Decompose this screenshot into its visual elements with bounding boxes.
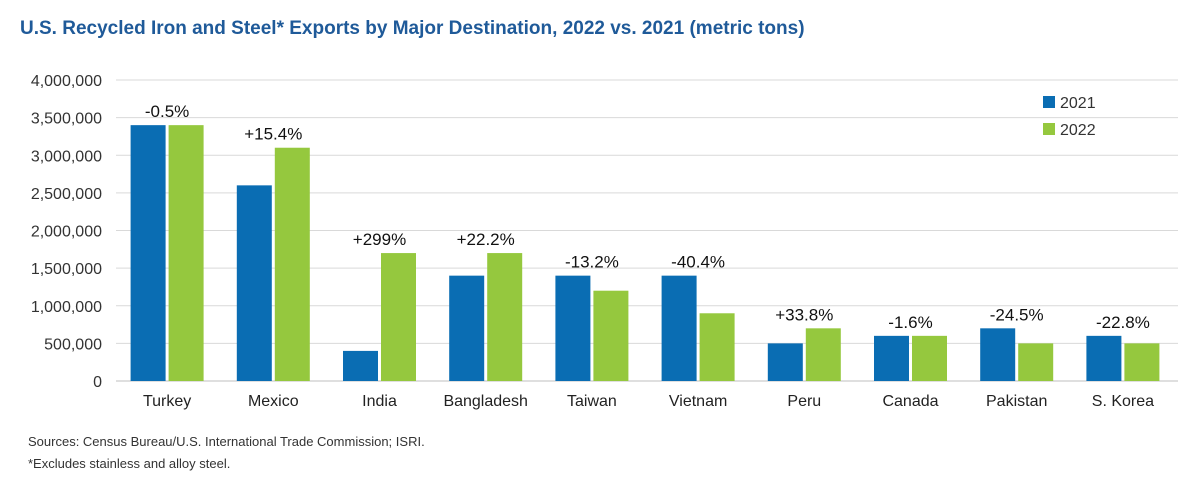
category-label: S. Korea xyxy=(1092,393,1154,410)
category-label: Taiwan xyxy=(567,393,617,410)
category-label: Canada xyxy=(882,393,938,410)
bar-2022-taiwan xyxy=(593,290,629,381)
bar-2021-vietnam xyxy=(661,275,697,381)
chart-title: U.S. Recycled Iron and Steel* Exports by… xyxy=(20,18,805,39)
x-axis-categories: Turkey Mexico India Bangladesh Taiwan Vietnam… xyxy=(143,393,1154,410)
bar-2022-canada xyxy=(912,335,947,381)
footnote: *Excludes stainless and alloy steel. xyxy=(28,456,231,471)
bar-2022-mexico xyxy=(274,147,310,381)
y-tick-label: 3,500,000 xyxy=(31,111,102,128)
change-label: -0.5% xyxy=(145,102,189,121)
bar-2021-canada xyxy=(874,335,909,381)
category-label: Peru xyxy=(787,393,821,410)
bar-2022-india xyxy=(381,253,416,381)
change-label: -13.2% xyxy=(565,253,619,272)
y-tick-label: 1,500,000 xyxy=(31,261,102,278)
change-label: -40.4% xyxy=(671,253,725,272)
change-label: -24.5% xyxy=(990,305,1044,324)
legend-label-2022: 2022 xyxy=(1060,122,1096,139)
y-tick-label: 3,000,000 xyxy=(31,148,102,165)
category-label: Bangladesh xyxy=(443,393,528,410)
bars xyxy=(130,125,1160,382)
bar-2021-india xyxy=(343,350,378,381)
category-label: India xyxy=(362,393,397,410)
change-label: +33.8% xyxy=(775,305,833,324)
bar-2022-s-korea xyxy=(1124,343,1160,381)
gridlines xyxy=(116,79,1178,382)
category-label: Turkey xyxy=(143,393,191,410)
y-tick-label: 4,000,000 xyxy=(31,73,102,90)
y-tick-label: 2,000,000 xyxy=(31,224,102,241)
bar-2021-s-korea xyxy=(1086,335,1122,381)
bar-2021-bangladesh xyxy=(449,275,485,381)
y-tick-label: 2,500,000 xyxy=(31,186,102,203)
bar-2021-pakistan xyxy=(980,328,1016,381)
legend-swatch-2022 xyxy=(1043,123,1055,135)
bar-2021-mexico xyxy=(236,185,272,381)
change-label: +22.2% xyxy=(457,230,515,249)
y-axis-ticks: 0 500,000 1,000,000 1,500,000 2,000,000 2,500… xyxy=(31,73,102,391)
legend: 2021 2022 xyxy=(1043,95,1096,139)
bar-2022-bangladesh xyxy=(487,253,523,381)
change-label: +299% xyxy=(353,230,406,249)
bar-2022-vietnam xyxy=(699,313,735,381)
y-tick-label: 0 xyxy=(93,374,102,391)
category-label: Vietnam xyxy=(669,393,727,410)
change-label: +15.4% xyxy=(244,125,302,144)
bar-2021-taiwan xyxy=(555,275,591,381)
bar-2022-pakistan xyxy=(1018,343,1054,381)
y-tick-label: 500,000 xyxy=(44,336,102,353)
legend-swatch-2021 xyxy=(1043,96,1055,108)
bar-2021-turkey xyxy=(130,125,166,382)
bar-2022-turkey xyxy=(168,125,204,382)
sources-note: Sources: Census Bureau/U.S. Internationa… xyxy=(28,434,425,449)
category-label: Pakistan xyxy=(986,393,1047,410)
legend-label-2021: 2021 xyxy=(1060,95,1096,112)
bar-2021-peru xyxy=(767,343,803,381)
change-label: -1.6% xyxy=(888,313,932,332)
change-labels: -0.5% +15.4% +299% +22.2% -13.2% -40.4% +33.8%… xyxy=(145,102,1150,332)
y-tick-label: 1,000,000 xyxy=(31,299,102,316)
bar-2022-peru xyxy=(805,328,841,381)
category-label: Mexico xyxy=(248,393,299,410)
change-label: -22.8% xyxy=(1096,313,1150,332)
